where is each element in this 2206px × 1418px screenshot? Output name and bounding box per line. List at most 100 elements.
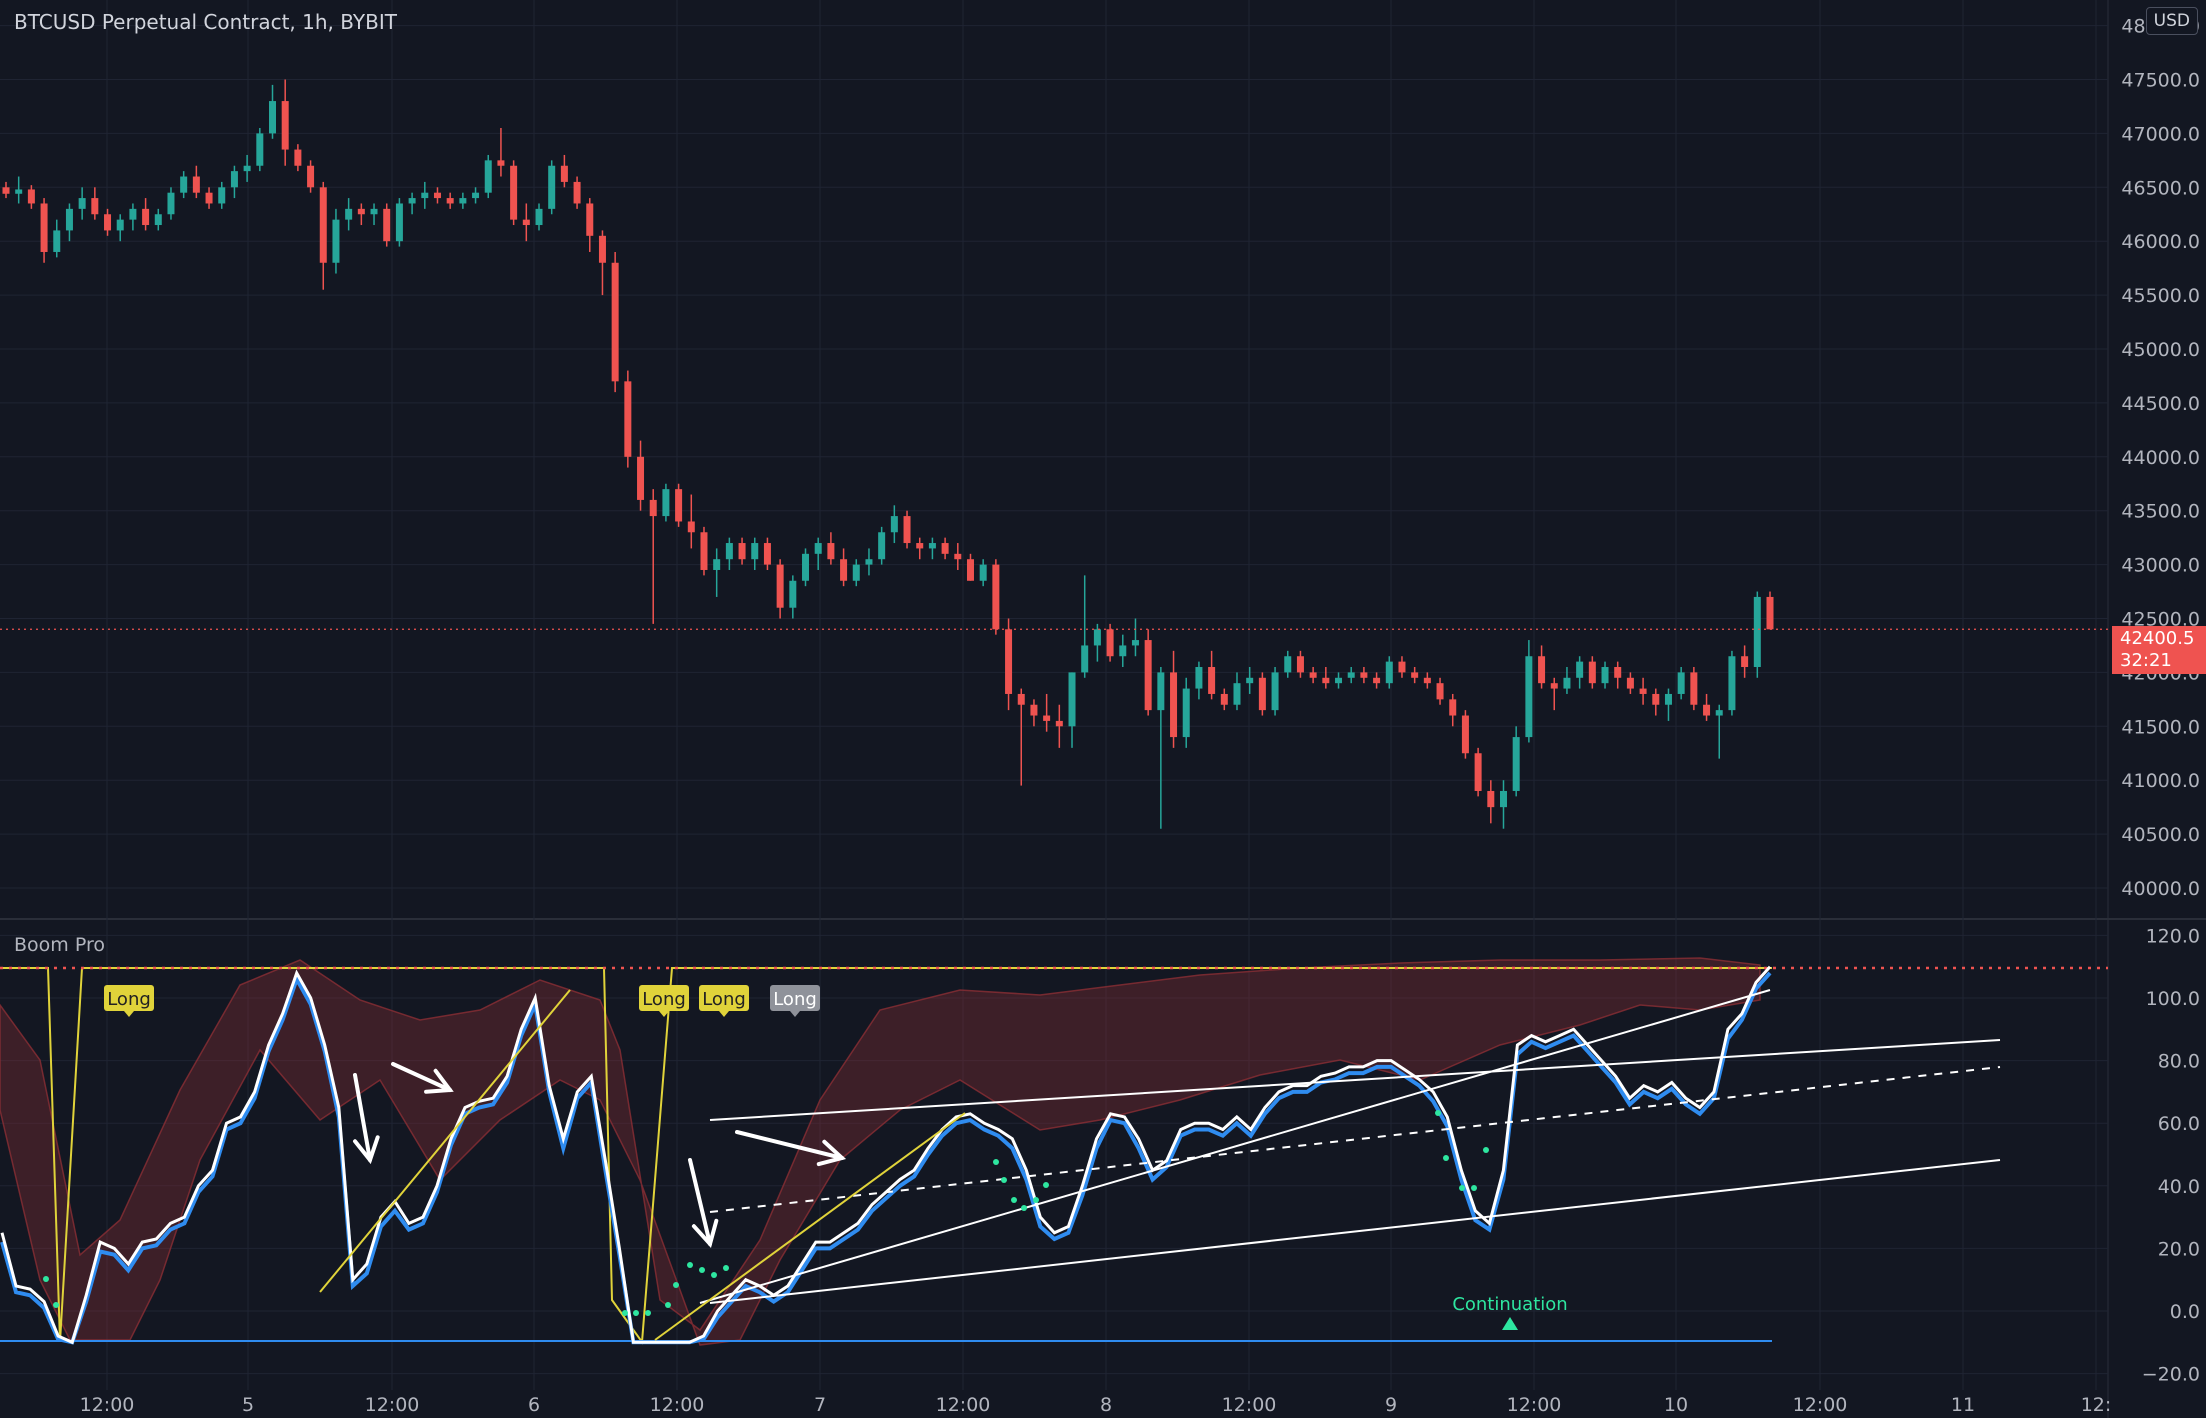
candle-body xyxy=(1322,677,1330,684)
candle-body xyxy=(345,208,353,220)
indicator-title[interactable]: Boom Pro xyxy=(14,934,105,956)
candle-body xyxy=(395,203,403,242)
trend-line xyxy=(709,1039,2001,1121)
osc-line-blue xyxy=(0,971,1772,1345)
candle-body xyxy=(954,553,962,560)
candle-body xyxy=(433,192,441,199)
candle-body xyxy=(230,171,238,188)
current-price-value: 42400.5 xyxy=(2120,628,2195,649)
candle-body xyxy=(751,543,759,560)
candle-body xyxy=(662,489,670,517)
signal-dot xyxy=(1021,1205,1027,1211)
candle-body xyxy=(1601,667,1609,684)
candle-body xyxy=(1195,667,1203,689)
signal-dot xyxy=(699,1267,705,1273)
candle-body xyxy=(357,208,365,215)
candle-body xyxy=(27,189,35,204)
candle-body xyxy=(649,499,657,517)
signal-dot xyxy=(1459,1185,1465,1191)
arrow-shaft xyxy=(735,1130,844,1160)
candle-body xyxy=(15,189,23,194)
candle-body xyxy=(1639,688,1647,694)
price-tick-label: 44500.0 xyxy=(2121,393,2200,415)
signal-dot xyxy=(673,1282,679,1288)
candle-body xyxy=(1131,640,1139,646)
candle-body xyxy=(1690,672,1698,705)
candle-body xyxy=(129,208,137,220)
price-tick-label: 47000.0 xyxy=(2121,123,2200,145)
candle-body xyxy=(687,521,695,533)
candle-body xyxy=(1741,656,1749,668)
candle-body xyxy=(154,214,162,226)
time-tick-label: 11 xyxy=(1951,1394,1975,1416)
signal-dot xyxy=(665,1302,671,1308)
candle-body xyxy=(1652,693,1660,705)
symbol-title[interactable]: BTCUSD Perpetual Contract, 1h, BYBIT xyxy=(14,10,397,34)
signal-dot xyxy=(622,1310,628,1316)
candle-body xyxy=(928,543,936,549)
candle-body xyxy=(1588,661,1596,684)
candle-body xyxy=(472,192,480,199)
candle-body xyxy=(1068,672,1076,727)
candle-body xyxy=(78,198,86,209)
price-tick-label: 46500.0 xyxy=(2121,177,2200,199)
long-label-bg xyxy=(770,985,820,1011)
candle-body xyxy=(2,187,10,194)
annotation-arrow xyxy=(735,1130,847,1167)
signal-dot xyxy=(1471,1185,1477,1191)
candle-body xyxy=(1766,596,1774,630)
candle-body xyxy=(1220,693,1228,705)
trend-line xyxy=(654,1112,966,1341)
time-tick-label: 5 xyxy=(242,1394,254,1416)
time-tick-label: 10 xyxy=(1664,1394,1688,1416)
oscillator-pane[interactable]: Long Long Long Long Continuation xyxy=(0,957,2108,1346)
long-label-pointer xyxy=(790,1011,800,1017)
candle-body xyxy=(1538,656,1546,684)
price-tick-label: 45500.0 xyxy=(2121,285,2200,307)
price-pane[interactable] xyxy=(0,79,2108,829)
annotation-arrow xyxy=(353,1073,380,1165)
candle-body xyxy=(1436,683,1444,700)
candle-body xyxy=(1017,693,1025,705)
candle-body xyxy=(1271,672,1279,711)
candle-body xyxy=(700,532,708,570)
candle-body xyxy=(167,192,175,215)
time-tick-label: 12:00 xyxy=(1507,1394,1562,1416)
candle-body xyxy=(1335,677,1343,684)
candle-body xyxy=(675,489,683,522)
arrow-head xyxy=(353,1135,380,1165)
candle-body xyxy=(294,149,302,166)
annotation-arrow xyxy=(391,1062,454,1094)
price-axis[interactable]: 40000.040500.041000.041500.042000.042500… xyxy=(2121,16,2200,1386)
candle-body xyxy=(1005,629,1013,694)
price-tick-label: 40500.0 xyxy=(2121,824,2200,846)
long-label-text: Long xyxy=(773,989,817,1010)
signal-dot xyxy=(687,1262,693,1268)
long-label-text: Long xyxy=(107,989,151,1010)
candle-body xyxy=(1233,683,1241,705)
time-axis[interactable]: 12:00 5 12:00 6 12:00 7 12:00 8 12:00 9 12:00 10 12:… xyxy=(80,1394,2112,1416)
candle-body xyxy=(319,187,327,263)
candle-body xyxy=(1525,656,1533,738)
signal-dot xyxy=(633,1310,639,1316)
time-tick-label: 12:00 xyxy=(936,1394,991,1416)
signal-dot xyxy=(993,1159,999,1165)
currency-badge[interactable]: USD xyxy=(2145,7,2198,35)
candle-body xyxy=(535,208,543,226)
candle-body xyxy=(104,214,112,231)
price-tick-label: 43500.0 xyxy=(2121,501,2200,523)
long-label-text: Long xyxy=(702,989,746,1010)
candle-body xyxy=(446,198,454,204)
candle-body xyxy=(40,203,48,252)
candle-body xyxy=(1550,683,1558,689)
candle-body xyxy=(1512,737,1520,791)
long-label-text: Long xyxy=(642,989,686,1010)
candle-body xyxy=(890,516,898,533)
candle-body xyxy=(1360,672,1368,678)
candle-body xyxy=(802,553,810,581)
candle-body xyxy=(53,230,61,252)
signal-dot xyxy=(53,1302,59,1308)
candle-body xyxy=(1296,656,1304,673)
arrow-shaft xyxy=(688,1158,712,1246)
